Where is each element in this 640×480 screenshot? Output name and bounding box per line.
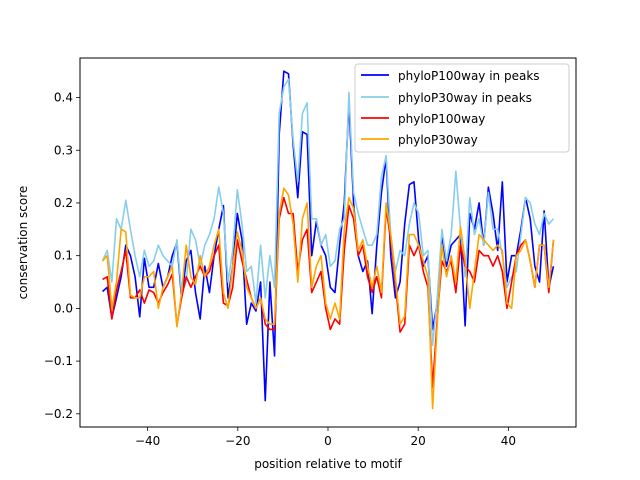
legend: phyloP100way in peaks phyloP30way in pea… xyxy=(354,63,570,153)
legend-label-phylop30way-peaks: phyloP30way in peaks xyxy=(398,91,532,105)
legend-label-phylop100way: phyloP100way xyxy=(398,112,485,126)
y-tick-label: 0.0 xyxy=(54,301,73,315)
y-tick-label: 0.3 xyxy=(54,143,73,157)
x-tick-label: −40 xyxy=(135,434,160,448)
x-tick-label: −20 xyxy=(225,434,250,448)
series-line-phylop30way-in-peaks xyxy=(101,78,555,347)
legend-box xyxy=(354,63,570,153)
legend-label-phylop100way-peaks: phyloP100way in peaks xyxy=(398,69,540,83)
y-axis-label: conservation score xyxy=(16,186,30,300)
y-tick-label: −0.1 xyxy=(44,354,73,368)
legend-label-phylop30way: phyloP30way xyxy=(398,133,478,147)
y-axis-ticks: −0.2 −0.1 0.0 0.1 0.2 0.3 0.4 xyxy=(44,91,80,421)
x-axis-label: position relative to motif xyxy=(254,457,402,471)
series-line-phylop30way xyxy=(101,187,555,410)
x-tick-label: 20 xyxy=(411,434,426,448)
y-tick-label: 0.2 xyxy=(54,196,73,210)
y-tick-label: −0.2 xyxy=(44,407,73,421)
y-tick-label: 0.1 xyxy=(54,249,73,263)
x-tick-label: 40 xyxy=(501,434,516,448)
series-layer xyxy=(101,70,555,410)
y-tick-label: 0.4 xyxy=(54,91,73,105)
x-axis-ticks: −40 −20 0 20 40 xyxy=(135,427,516,448)
x-tick-label: 0 xyxy=(324,434,332,448)
